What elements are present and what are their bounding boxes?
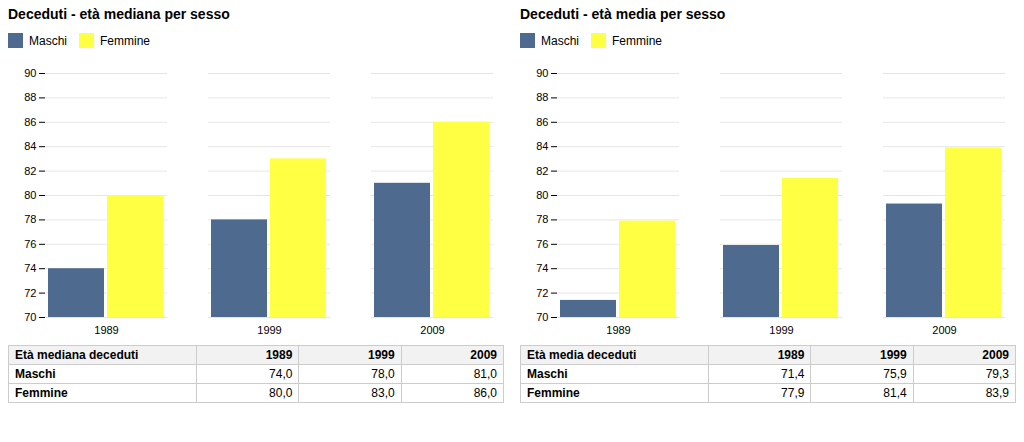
html-text:2009: 2009	[982, 348, 1009, 362]
html-text:Deceduti - età media per sesso: Deceduti - età media per sesso	[520, 6, 726, 22]
svg-text:1999: 1999	[257, 324, 281, 336]
svg-text:2009: 2009	[420, 324, 444, 336]
html-text:83,9: 83,9	[985, 386, 1009, 400]
html-text:Femmine: Femmine	[527, 386, 580, 400]
svg-text:78: 78	[24, 213, 36, 225]
html-text:1989: 1989	[777, 348, 805, 362]
html-text:81,4: 81,4	[883, 386, 907, 400]
html-text:Maschi: Maschi	[15, 367, 56, 381]
html-text:86,0: 86,0	[473, 386, 497, 400]
svg-text:84: 84	[24, 140, 36, 152]
svg-text:82: 82	[24, 165, 36, 177]
html-text:1999: 1999	[880, 348, 907, 362]
svg-text:70: 70	[24, 311, 36, 323]
svg-text:1999: 1999	[769, 324, 793, 336]
svg-text:74: 74	[24, 262, 36, 274]
svg-text:86: 86	[536, 116, 548, 128]
html-text:74,0: 74,0	[269, 367, 293, 381]
svg-text:1989: 1989	[606, 324, 630, 336]
svg-text:90: 90	[24, 67, 36, 79]
html-text:Femmine: Femmine	[612, 33, 662, 48]
html-text:79,3: 79,3	[985, 367, 1009, 381]
html-text:83,0: 83,0	[371, 386, 395, 400]
html-text:75,9: 75,9	[883, 367, 907, 381]
html-text:Deceduti - età mediana per ses: Deceduti - età mediana per sesso	[8, 6, 230, 22]
svg-text:88: 88	[536, 91, 548, 103]
html-text:78,0: 78,0	[371, 367, 395, 381]
svg-text:80: 80	[24, 189, 36, 201]
svg-text:90: 90	[536, 67, 548, 79]
svg-text:78: 78	[536, 213, 548, 225]
svg-text:1989: 1989	[94, 324, 118, 336]
html-text:2009: 2009	[470, 348, 497, 362]
html-text:1989: 1989	[265, 348, 293, 362]
svg-text:76: 76	[536, 238, 548, 250]
svg-text:82: 82	[536, 165, 548, 177]
html-text:77,9: 77,9	[781, 386, 805, 400]
svg-text:72: 72	[24, 287, 36, 299]
svg-text:76: 76	[24, 238, 36, 250]
html-text:Femmine: Femmine	[100, 33, 150, 48]
svg-text:88: 88	[24, 91, 36, 103]
html-text:Maschi: Maschi	[527, 367, 568, 381]
html-text:80,0: 80,0	[269, 386, 293, 400]
html-text:71,4: 71,4	[781, 367, 805, 381]
svg-text:84: 84	[536, 140, 548, 152]
html-text:Maschi: Maschi	[29, 33, 67, 48]
html-text:Età mediana deceduti: Età mediana deceduti	[15, 348, 139, 362]
html-text:Età media deceduti: Età media deceduti	[527, 348, 637, 362]
svg-text:74: 74	[536, 262, 548, 274]
svg-text:70: 70	[536, 311, 548, 323]
html-text:Femmine: Femmine	[15, 386, 68, 400]
html-text:81,0: 81,0	[473, 367, 497, 381]
svg-text:2009: 2009	[932, 324, 956, 336]
html-text:1999: 1999	[368, 348, 395, 362]
svg-text:86: 86	[24, 116, 36, 128]
html-text:Maschi: Maschi	[541, 33, 579, 48]
svg-text:72: 72	[536, 287, 548, 299]
svg-text:80: 80	[536, 189, 548, 201]
